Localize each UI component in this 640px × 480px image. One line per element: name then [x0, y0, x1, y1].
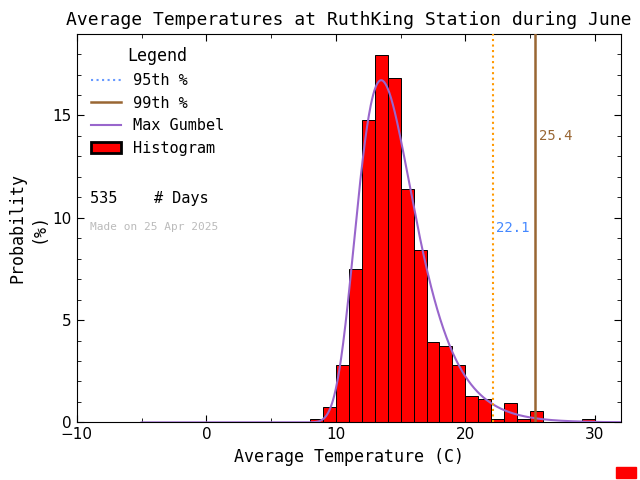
Bar	[323, 407, 336, 422]
Bar	[465, 396, 478, 422]
Bar	[492, 419, 504, 422]
Bar	[452, 365, 465, 422]
Bar	[362, 120, 374, 422]
Bar	[374, 55, 388, 422]
Bar	[582, 419, 595, 422]
Text: Made on 25 Apr 2025: Made on 25 Apr 2025	[90, 222, 219, 232]
Bar	[478, 399, 492, 422]
Bar	[388, 78, 401, 422]
Bar	[349, 269, 362, 422]
Bar	[517, 419, 530, 422]
Bar	[413, 250, 426, 422]
Text: 535    # Days: 535 # Days	[90, 191, 209, 206]
Bar	[401, 189, 413, 422]
Bar	[530, 411, 543, 422]
Bar	[426, 342, 440, 422]
X-axis label: Average Temperature (C): Average Temperature (C)	[234, 448, 464, 466]
Bar	[310, 419, 323, 422]
Bar	[440, 346, 452, 422]
Text: 22.1: 22.1	[497, 221, 530, 235]
Legend: 95th %, 99th %, Max Gumbel, Histogram: 95th %, 99th %, Max Gumbel, Histogram	[84, 41, 230, 162]
Bar	[336, 365, 349, 422]
Y-axis label: Probability
(%): Probability (%)	[8, 173, 47, 283]
Title: Average Temperatures at RuthKing Station during June: Average Temperatures at RuthKing Station…	[66, 11, 632, 29]
Text: 25.4: 25.4	[540, 129, 573, 143]
Bar	[504, 403, 517, 422]
